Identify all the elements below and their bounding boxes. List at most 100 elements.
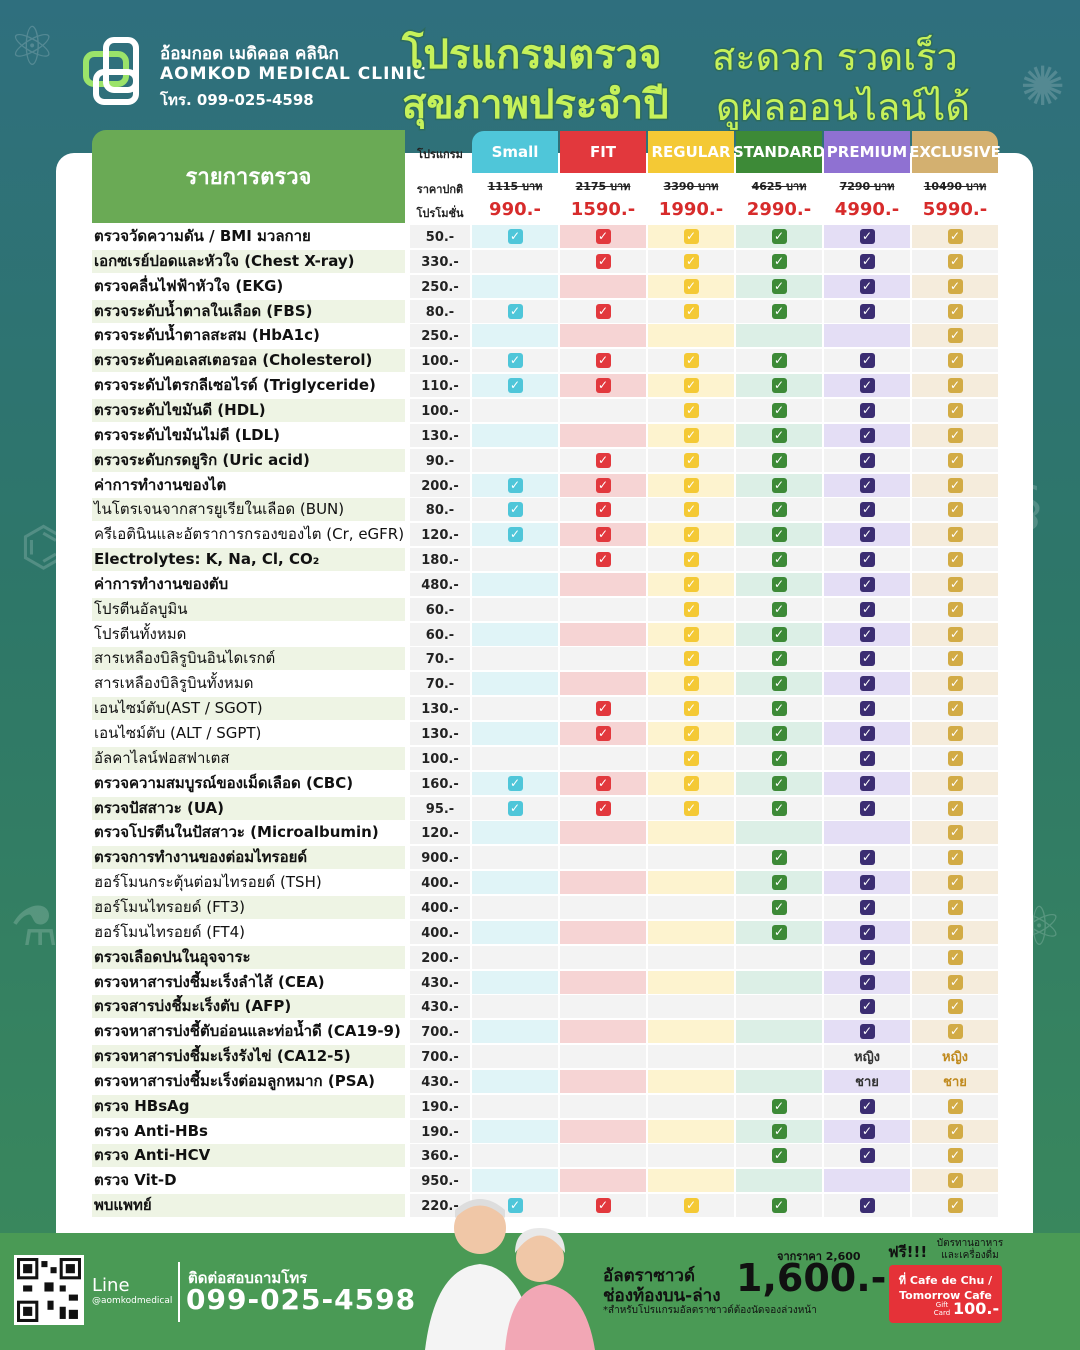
package-cell: ✓ xyxy=(824,398,910,422)
checkmark-icon: ✓ xyxy=(683,676,699,692)
checkmark-icon: ✓ xyxy=(859,875,875,891)
checkmark-icon: ✓ xyxy=(595,253,611,269)
row-item-price: 100.- xyxy=(410,746,470,770)
package-cell: ✓ xyxy=(736,622,822,646)
checkmark-icon: ✓ xyxy=(595,502,611,518)
row-item-price: 200.- xyxy=(410,473,470,497)
package-cell xyxy=(472,746,558,770)
table-row: ตรวจความสมบูรณ์ของเม็ดเลือด (CBC) 160.- ✓ ✓… xyxy=(92,771,998,796)
package-cell xyxy=(736,821,822,845)
checkmark-icon: ✓ xyxy=(947,726,963,741)
checkmark-icon: ✓ xyxy=(771,626,787,642)
checkmark-icon: ✓ xyxy=(683,303,699,319)
row-item-price: 130.- xyxy=(410,423,470,447)
row-item-price: 80.- xyxy=(410,498,470,522)
package-cell: หญิง xyxy=(824,1045,910,1069)
line-qr-code-icon[interactable] xyxy=(14,1255,84,1325)
checkmark-icon: ✓ xyxy=(507,229,523,244)
line-id[interactable]: @aomkodmedical xyxy=(92,1296,173,1306)
checkmark-icon: ✓ xyxy=(771,651,787,667)
package-cell: ✓ xyxy=(824,995,910,1019)
row-item-name: ค่าการทำงานของไต xyxy=(94,475,227,494)
package-cell: ✓ xyxy=(824,1119,910,1143)
package-cell xyxy=(560,1144,646,1168)
row-item-price: 400.- xyxy=(410,920,470,944)
package-cell: ✓ xyxy=(824,225,910,248)
brain-icon: ✺ xyxy=(1020,55,1066,118)
package-cell: ✓ xyxy=(912,1144,998,1168)
row-item-name: ตรวจเลือดปนในอุจจาระ xyxy=(92,945,405,969)
package-cell: ✓ xyxy=(912,473,998,497)
package-cell: ✓ xyxy=(736,871,822,895)
package-cell xyxy=(648,1094,734,1118)
table-row: ไนโตรเจนจากสารยูเรียในเลือด (BUN) 80.- ✓ ✓ ✓… xyxy=(92,498,998,522)
checkmark-icon: ✓ xyxy=(859,527,875,543)
row-item-price: 110.- xyxy=(410,374,470,398)
checkmark-icon: ✓ xyxy=(859,949,875,965)
ultrasound-original-price: จากราคา 2,600 xyxy=(777,1250,861,1263)
package-cell xyxy=(560,1045,646,1069)
package-cell xyxy=(560,746,646,770)
package-cell xyxy=(560,821,646,845)
row-item-price: 360.- xyxy=(410,1144,470,1168)
checkmark-icon: ✓ xyxy=(859,999,875,1015)
row-item-price: 70.- xyxy=(410,647,470,671)
row-item-price: 90.- xyxy=(410,448,470,472)
package-cell: ✓ xyxy=(912,970,998,994)
package-cell: ✓ xyxy=(824,473,910,497)
package-cell: ✓ xyxy=(648,672,734,696)
checkmark-icon: ✓ xyxy=(507,353,523,369)
package-cell xyxy=(472,895,558,919)
row-item-price: 200.- xyxy=(410,945,470,969)
package-cell: ✓ xyxy=(736,1094,822,1118)
checkmark-icon: ✓ xyxy=(947,601,963,617)
checkmark-icon: ✓ xyxy=(947,402,963,418)
package-cell: ✓ xyxy=(648,796,734,820)
checkmark-icon: ✓ xyxy=(771,229,787,244)
row-item-name: พบแพทย์ xyxy=(92,1194,405,1218)
checkmark-icon: ✓ xyxy=(595,353,611,369)
package-cell: ✓ xyxy=(824,349,910,373)
row-item-name: ตรวจระดับไขมันดี (HDL) xyxy=(92,398,405,422)
row-item-price: 700.- xyxy=(410,1020,470,1044)
row-item-name: ตรวจสารบ่งชี้มะเร็งตับ (AFP) xyxy=(92,995,405,1019)
checkmark-icon: ✓ xyxy=(947,999,963,1015)
checkmark-icon: ✓ xyxy=(595,303,611,319)
table-row: ตรวจระดับกรดยูริก (Uric acid) 90.- ✓ ✓ ✓ ✓ ✓ xyxy=(92,448,998,473)
ultrasound-price: 1,600.- xyxy=(736,1256,887,1300)
table-row: ตรวจหาสารบ่งชี้มะเร็งรังไข่ (CA12-5) 700.… xyxy=(92,1045,998,1069)
table-row: ตรวจวัดความดัน / BMI มวลกาย 50.- ✓ ✓ ✓ ✓ ✓ ✓ xyxy=(92,225,998,249)
checkmark-icon: ✓ xyxy=(947,502,963,518)
table-row: ตรวจหาสารบ่งชี้มะเร็งต่อมลูกหมาก (PSA) 43… xyxy=(92,1069,998,1094)
package-cell: ✓ xyxy=(736,498,822,522)
package-cell: ✓ xyxy=(912,523,998,547)
package-cell: ✓ xyxy=(648,398,734,422)
checkmark-icon: ✓ xyxy=(683,278,699,294)
package-cell: ✓ xyxy=(648,1194,734,1218)
row-item-price: 430.- xyxy=(410,970,470,994)
table-row: ตรวจระดับไตรกลีเซอไรด์ (Triglyceride) 110… xyxy=(92,374,998,398)
package-cell: ✓ xyxy=(912,398,998,422)
package-cell xyxy=(560,871,646,895)
package-cell: ✓ xyxy=(736,746,822,770)
package-cell xyxy=(472,1094,558,1118)
package-cell: ✓ xyxy=(912,448,998,472)
program-label: โปรแกรม xyxy=(417,148,463,161)
checkmark-icon: ✓ xyxy=(947,576,963,592)
row-item-name: ตรวจคลื่นไฟฟ้าหัวใจ (EKG) xyxy=(94,276,284,295)
checkmark-icon: ✓ xyxy=(947,353,963,369)
package-cell: ✓ xyxy=(560,498,646,522)
contact-label: ติดต่อสอบถามโทร xyxy=(188,1269,308,1287)
package-cell: ✓ xyxy=(736,299,822,323)
package-cell: ✓ xyxy=(736,473,822,497)
checkmark-icon: ✓ xyxy=(859,477,875,493)
package-cell: ✓ xyxy=(736,548,822,572)
package-cell: ✓ xyxy=(912,349,998,373)
package-cell: ✓ xyxy=(472,225,558,248)
package-cell: ✓ xyxy=(912,597,998,621)
ultrasound-note: *สำหรับโปรแกรมอัลตราซาวด์ต้องนัดจองล่วงห… xyxy=(603,1305,817,1316)
package-cell xyxy=(472,324,558,348)
package-cell: ✓ xyxy=(912,249,998,273)
contact-phone-link[interactable]: 099-025-4598 xyxy=(186,1283,417,1316)
checkmark-icon: ✓ xyxy=(595,701,611,717)
